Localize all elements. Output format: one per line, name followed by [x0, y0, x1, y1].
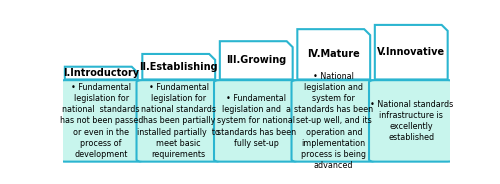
FancyBboxPatch shape [59, 80, 144, 162]
Text: • Fundamental
legislation for
national  standards
has not been passed
or even in: • Fundamental legislation for national s… [60, 83, 143, 159]
Polygon shape [142, 54, 215, 79]
Text: • National
legislation and
system for
standards has been
set-up well, and its
op: • National legislation and system for st… [294, 72, 374, 170]
Text: I.Introductory: I.Introductory [63, 68, 140, 78]
Text: • Fundamental
legislation and  a
system for national
standards has been
fully se: • Fundamental legislation and a system f… [216, 94, 296, 148]
Polygon shape [220, 41, 292, 79]
Text: V.Innovative: V.Innovative [377, 47, 446, 57]
Text: IV.Mature: IV.Mature [308, 49, 360, 59]
Text: • Fundamental
legislation for
national standards
has been partially
installed pa: • Fundamental legislation for national s… [138, 83, 220, 159]
Polygon shape [298, 29, 370, 79]
Polygon shape [375, 25, 448, 79]
FancyBboxPatch shape [214, 80, 298, 162]
FancyBboxPatch shape [369, 80, 454, 162]
Text: III.Growing: III.Growing [226, 55, 286, 65]
Text: • National standards
infrastructure is
excellently
established: • National standards infrastructure is e… [370, 100, 453, 142]
FancyBboxPatch shape [292, 80, 376, 162]
FancyBboxPatch shape [136, 80, 221, 162]
Text: II.Establishing: II.Establishing [140, 62, 218, 72]
Polygon shape [65, 67, 138, 79]
